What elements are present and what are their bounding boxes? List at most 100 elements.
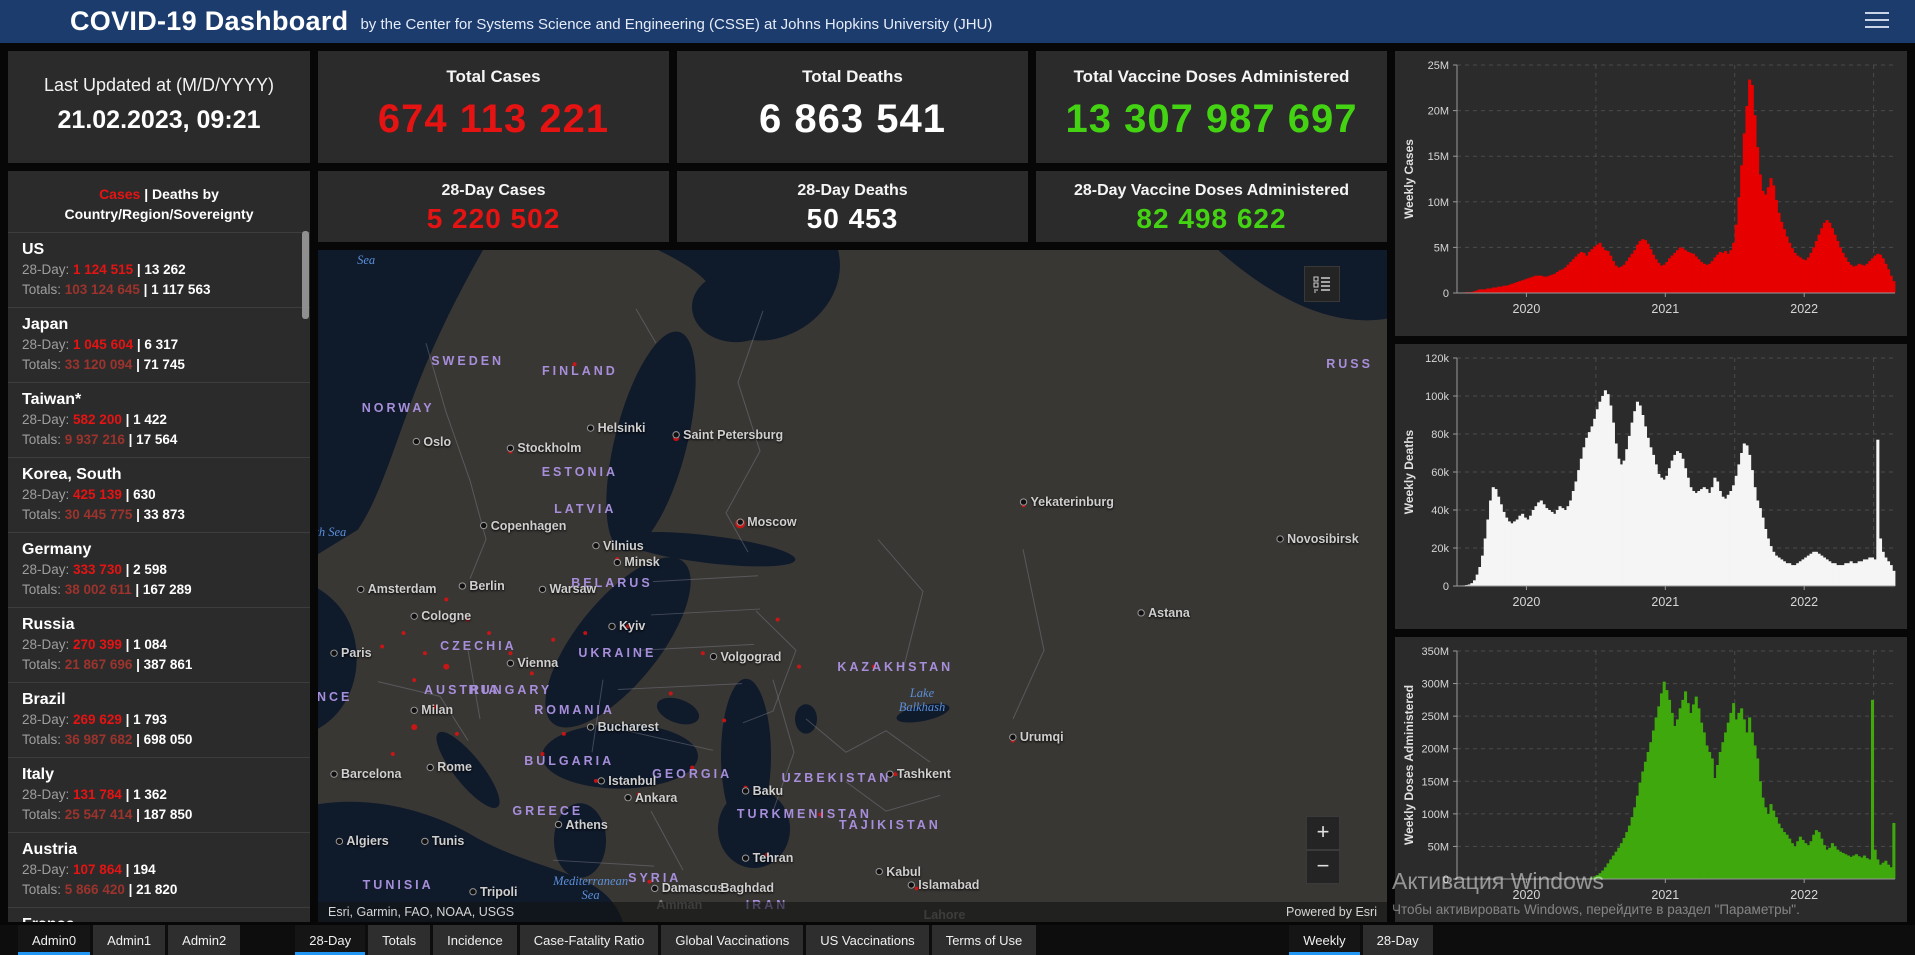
powered-by-esri[interactable]: Powered by Esri [1285,905,1377,919]
case-bubble[interactable] [443,663,450,670]
tab-view-28-day[interactable]: 28-Day [1362,925,1433,955]
tab-admin0[interactable]: Admin0 [18,925,91,955]
tab-admin1[interactable]: Admin1 [93,925,166,955]
case-bubble[interactable] [636,792,641,797]
svg-text:2020: 2020 [1513,888,1541,902]
svg-text:25M: 25M [1428,60,1449,72]
city-dot [335,837,344,845]
case-bubble[interactable] [914,886,919,891]
city-dot [554,820,563,829]
total-deaths-label: Total Deaths [802,67,903,86]
case-bubble[interactable] [465,617,470,622]
svg-text:120k: 120k [1425,353,1449,365]
weekly-cases-chart[interactable]: 0 5M 10M 15M 20M 25M 2020 2021 2022 Weekly Cases [1395,51,1907,336]
country-row[interactable]: Brazil 28-Day: 269 629 | 1 793 Totals: 36 … [8,682,310,757]
zoom-in-button[interactable]: + [1306,816,1340,850]
svg-text:50M: 50M [1428,841,1449,853]
country-row[interactable]: Italy 28-Day: 131 784 | 1 362 Totals: 25 5… [8,757,310,832]
case-bubble[interactable] [764,852,769,857]
case-bubble[interactable] [647,879,652,884]
case-bubble[interactable] [871,664,876,669]
case-bubble[interactable] [454,731,459,736]
tab-totals[interactable]: Totals [368,925,431,955]
total-vaccine-panel: Total Vaccine Doses Administered 13 307 … [1036,51,1387,163]
tab-global-vaccinations[interactable]: Global Vaccinations [661,925,804,955]
case-bubble[interactable] [797,664,802,669]
country-name: Austria [22,841,78,858]
city-dot [426,763,434,772]
case-bubble[interactable] [444,597,449,602]
country-row[interactable]: Austria 28-Day: 107 864 | 194 Totals: 5 86… [8,832,310,907]
hamburger-menu-icon[interactable] [1865,12,1889,30]
country-row[interactable]: Korea, South 28-Day: 425 139 | 630 Totals:… [8,457,310,532]
svg-text:5M: 5M [1434,242,1449,254]
case-bubble[interactable] [551,637,556,642]
case-bubble[interactable] [529,671,534,676]
case-bubble[interactable] [818,812,823,817]
total-cases-panel: Total Cases 674 113 221 [318,51,669,163]
country-name: Italy [22,766,55,783]
scrollbar-thumb[interactable] [302,231,309,319]
case-bubble[interactable] [380,644,385,649]
28day-deaths-value: 50 453 [806,203,899,234]
case-bubble[interactable] [412,678,417,683]
svg-text:100k: 100k [1425,391,1449,403]
case-bubble[interactable] [572,362,577,367]
weekly-doses-chart[interactable]: 0 50M 100M 150M 200M 250M 300M 350M 2020 2021 2022… [1395,637,1907,922]
city-dot [672,431,680,439]
tab-28-day[interactable]: 28-Day [295,925,366,955]
svg-text:150M: 150M [1421,776,1449,788]
country-row[interactable]: US 28-Day: 1 124 515 | 13 262 Totals: 103 … [8,232,310,307]
country-row[interactable]: France28-Day: 105 474 | 960Totals: 39 79… [8,907,310,922]
city-dot [741,854,750,862]
svg-text:350M: 350M [1421,646,1449,658]
case-bubble[interactable] [668,691,673,696]
case-bubble[interactable] [583,631,588,636]
map-canvas[interactable] [318,250,1387,922]
city-dot [412,437,421,446]
country-list: US 28-Day: 1 124 515 | 13 262 Totals: 103 … [8,232,310,922]
svg-text:2020: 2020 [1513,302,1541,316]
total-vaccine-label: Total Vaccine Doses Administered [1073,67,1350,86]
weekly-deaths-chart[interactable]: 0 20k 40k 60k 80k 100k 120k 2020 2021 2022 Weekly … [1395,344,1907,629]
case-bubble[interactable] [775,617,780,622]
city-dot [538,585,547,593]
svg-text:10M: 10M [1428,197,1449,209]
28day-vaccine-label: 28-Day Vaccine Doses Administered [1073,182,1350,199]
weekly-doses-chart-panel: 0 50M 100M 150M 200M 250M 300M 350M 2020 2021 2022… [1395,637,1907,922]
zoom-out-button[interactable]: − [1306,850,1340,884]
map-panel: Sea th Sea Mediterranean Sea Lake Balkhash SWE… [318,250,1387,922]
city-dot [597,777,605,785]
tab-incidence[interactable]: Incidence [433,925,517,955]
case-bubble[interactable] [593,778,598,783]
country-row[interactable]: Germany 28-Day: 333 730 | 2 598 Totals: 38… [8,532,310,607]
bottom-tab-bar: Admin0 Admin1 Admin2 28-Day Totals Incidence… [0,925,1915,955]
city-dot [1019,498,1028,506]
legend-list-icon[interactable] [1304,266,1340,302]
case-bubble[interactable] [433,704,438,709]
country-row[interactable]: Taiwan* 28-Day: 582 200 | 1 422 Totals: 9 … [8,382,310,457]
case-bubble[interactable] [401,631,406,636]
tab-case-fatality-ratio[interactable]: Case-Fatality Ratio [519,925,659,955]
country-name: Japan [22,316,69,333]
case-bubble[interactable] [626,624,631,629]
case-bubble[interactable] [893,772,898,777]
case-bubble[interactable] [487,631,492,636]
case-bubble[interactable] [390,752,395,756]
tab-admin2[interactable]: Admin2 [168,925,241,955]
case-bubble[interactable] [700,651,705,656]
case-bubble[interactable] [422,651,427,656]
city-dot [506,444,515,452]
country-row[interactable]: Russia 28-Day: 270 399 | 1 084 Totals: 21 … [8,607,310,682]
case-bubble[interactable] [540,752,545,756]
case-bubble[interactable] [411,724,418,731]
case-bubble[interactable] [508,651,513,656]
case-bubble[interactable] [690,765,695,770]
tab-terms-of-use[interactable]: Terms of Use [931,925,1037,955]
map-attribution: Esri, Garmin, FAO, NOAA, USGS Powered by… [318,902,1387,922]
tab-us-vaccinations[interactable]: US Vaccinations [806,925,929,955]
case-bubble[interactable] [722,718,727,723]
case-bubble[interactable] [561,731,566,736]
tab-view-weekly[interactable]: Weekly [1289,925,1360,955]
country-row[interactable]: Japan 28-Day: 1 045 604 | 6 317 Totals: 33… [8,307,310,382]
